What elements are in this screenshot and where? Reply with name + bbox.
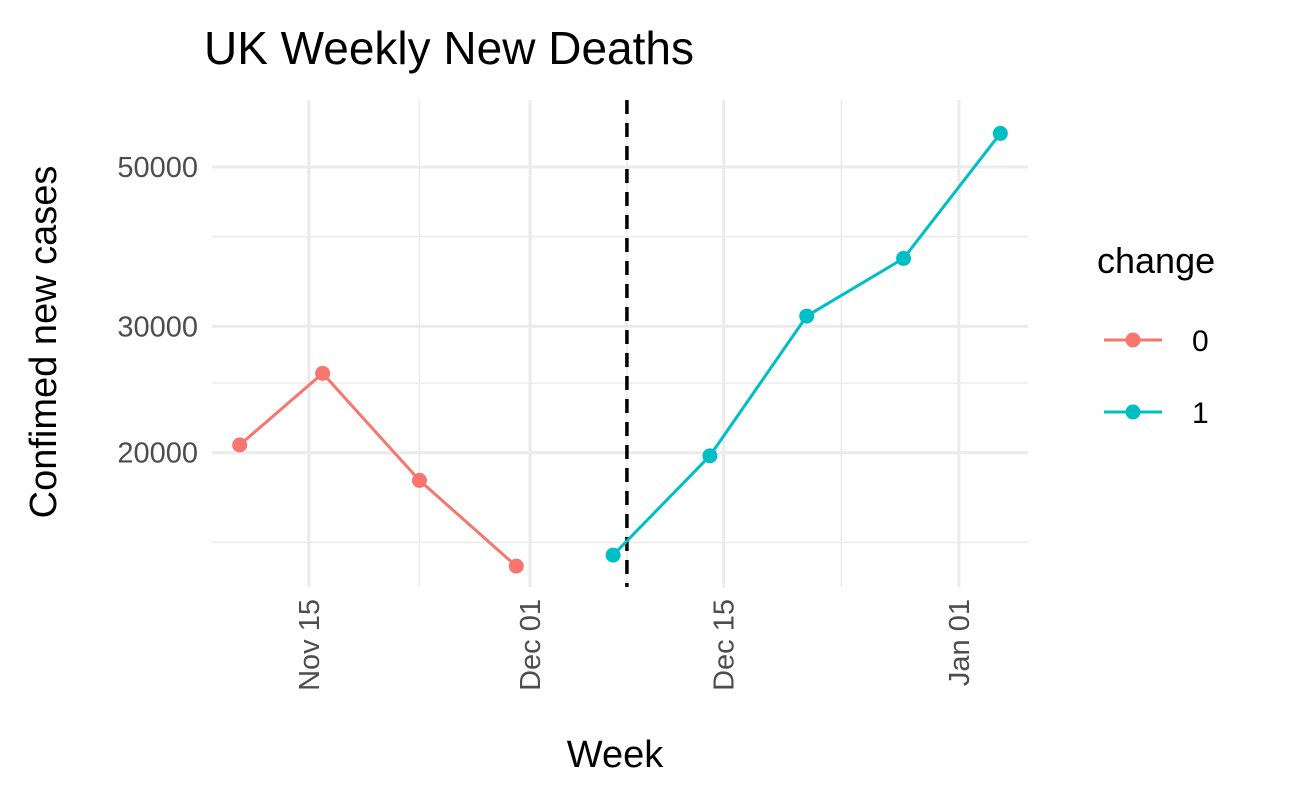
x-tick-label: Dec 15 bbox=[709, 599, 741, 691]
data-point bbox=[411, 472, 427, 488]
x-tick-label: Dec 01 bbox=[515, 599, 547, 691]
data-point bbox=[992, 125, 1008, 141]
legend-label: 0 bbox=[1192, 325, 1209, 358]
data-point bbox=[799, 308, 815, 324]
legend-items: 01 bbox=[1104, 325, 1209, 430]
x-tick-label: Jan 01 bbox=[944, 599, 976, 686]
data-point bbox=[232, 437, 248, 453]
data-point bbox=[896, 250, 912, 266]
data-point bbox=[508, 558, 524, 574]
series-line bbox=[612, 132, 1002, 557]
legend-item: 0 bbox=[1104, 325, 1209, 358]
y-tick-label: 50000 bbox=[117, 152, 198, 184]
legend-label: 1 bbox=[1192, 397, 1209, 430]
series-0 bbox=[232, 365, 524, 574]
legend-title: change bbox=[1097, 240, 1215, 281]
y-tick-label: 20000 bbox=[117, 438, 198, 470]
data-point bbox=[702, 448, 718, 464]
x-tick-label: Nov 15 bbox=[294, 599, 326, 691]
legend-key-point bbox=[1125, 332, 1141, 348]
series-layer bbox=[232, 125, 1008, 574]
legend: change 01 bbox=[1097, 240, 1215, 430]
x-axis-title: Week bbox=[567, 734, 664, 776]
data-point bbox=[605, 547, 621, 563]
y-tick-label: 30000 bbox=[117, 311, 198, 343]
data-point bbox=[315, 365, 331, 381]
x-tick-labels: Nov 15 Dec 01 Dec 15 Jan 01 bbox=[294, 599, 976, 691]
legend-item: 1 bbox=[1104, 397, 1209, 430]
chart-title: UK Weekly New Deaths bbox=[204, 22, 694, 74]
y-axis-title: Confimed new cases bbox=[23, 166, 65, 519]
series-1 bbox=[605, 125, 1008, 563]
series-line bbox=[238, 371, 518, 568]
y-tick-labels: 20000 30000 50000 bbox=[117, 152, 198, 470]
gridlines bbox=[212, 100, 1028, 587]
legend-key-point bbox=[1125, 404, 1141, 420]
